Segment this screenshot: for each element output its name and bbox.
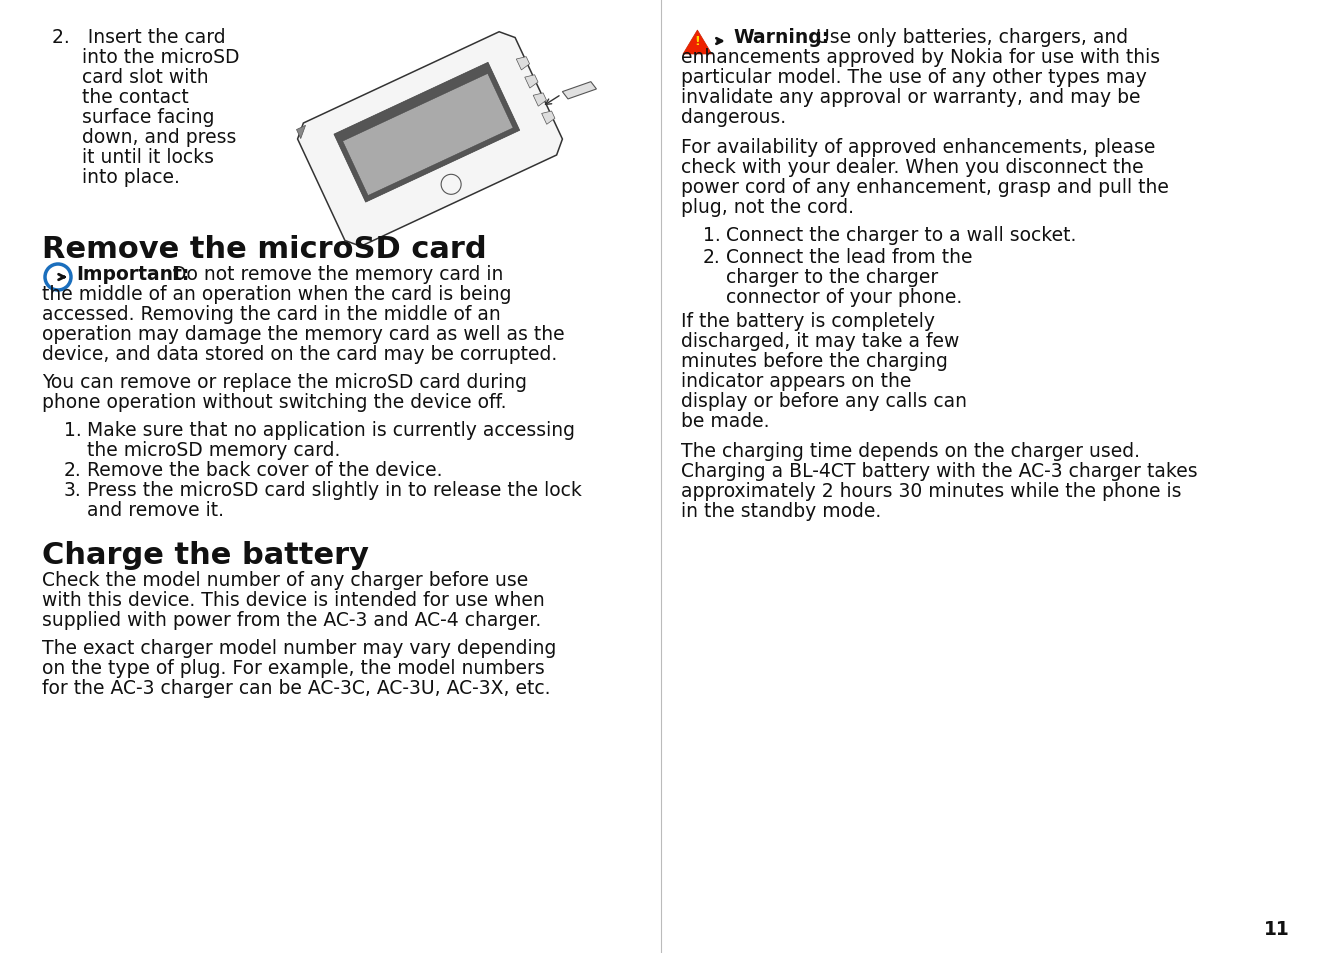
Text: for the AC-3 charger can be AC-3C, AC-3U, AC-3X, etc.: for the AC-3 charger can be AC-3C, AC-3U… xyxy=(42,679,550,698)
Text: into place.: into place. xyxy=(52,168,180,187)
Text: 3.: 3. xyxy=(63,480,82,499)
Text: the contact: the contact xyxy=(52,88,189,107)
Polygon shape xyxy=(342,74,513,196)
Text: Charge the battery: Charge the battery xyxy=(42,540,369,569)
Text: check with your dealer. When you disconnect the: check with your dealer. When you disconn… xyxy=(681,158,1144,177)
Polygon shape xyxy=(334,63,520,203)
Text: the microSD memory card.: the microSD memory card. xyxy=(87,440,340,459)
Text: into the microSD: into the microSD xyxy=(52,48,239,67)
Polygon shape xyxy=(533,93,546,107)
Text: enhancements approved by Nokia for use with this: enhancements approved by Nokia for use w… xyxy=(681,48,1161,67)
Text: and remove it.: and remove it. xyxy=(87,500,223,519)
Text: Important:: Important: xyxy=(75,265,189,284)
Text: with this device. This device is intended for use when: with this device. This device is intende… xyxy=(42,590,545,609)
Text: !: ! xyxy=(694,35,701,48)
Text: operation may damage the memory card as well as the: operation may damage the memory card as … xyxy=(42,325,564,344)
Text: plug, not the cord.: plug, not the cord. xyxy=(681,198,854,216)
Text: card slot with: card slot with xyxy=(52,68,209,87)
Text: particular model. The use of any other types may: particular model. The use of any other t… xyxy=(681,68,1147,87)
Text: connector of your phone.: connector of your phone. xyxy=(726,288,962,307)
Text: accessed. Removing the card in the middle of an: accessed. Removing the card in the middl… xyxy=(42,305,501,324)
Text: approximately 2 hours 30 minutes while the phone is: approximately 2 hours 30 minutes while t… xyxy=(681,481,1182,500)
Text: device, and data stored on the card may be corrupted.: device, and data stored on the card may … xyxy=(42,345,558,364)
Text: invalidate any approval or warranty, and may be: invalidate any approval or warranty, and… xyxy=(681,88,1141,107)
Text: The exact charger model number may vary depending: The exact charger model number may vary … xyxy=(42,639,557,658)
Text: minutes before the charging: minutes before the charging xyxy=(681,352,948,371)
Text: on the type of plug. For example, the model numbers: on the type of plug. For example, the mo… xyxy=(42,659,545,678)
Text: surface facing: surface facing xyxy=(52,108,214,127)
Polygon shape xyxy=(297,32,562,247)
Text: Check the model number of any charger before use: Check the model number of any charger be… xyxy=(42,571,529,589)
Text: supplied with power from the AC-3 and AC-4 charger.: supplied with power from the AC-3 and AC… xyxy=(42,610,541,629)
Text: 11: 11 xyxy=(1264,919,1290,938)
Polygon shape xyxy=(683,30,711,55)
Text: 1.: 1. xyxy=(63,420,82,439)
Polygon shape xyxy=(562,83,596,100)
Text: indicator appears on the: indicator appears on the xyxy=(681,372,911,391)
Text: 2.: 2. xyxy=(703,248,720,267)
Text: dangerous.: dangerous. xyxy=(681,108,787,127)
Text: The charging time depends on the charger used.: The charging time depends on the charger… xyxy=(681,441,1140,460)
Text: For availability of approved enhancements, please: For availability of approved enhancement… xyxy=(681,138,1155,157)
Text: it until it locks: it until it locks xyxy=(52,148,214,167)
Polygon shape xyxy=(517,57,530,71)
Text: Do not remove the memory card in: Do not remove the memory card in xyxy=(160,265,504,284)
Text: charger to the charger: charger to the charger xyxy=(726,268,939,287)
Text: Remove the microSD card: Remove the microSD card xyxy=(42,234,486,264)
Text: power cord of any enhancement, grasp and pull the: power cord of any enhancement, grasp and… xyxy=(681,178,1169,196)
Text: Connect the lead from the: Connect the lead from the xyxy=(726,248,973,267)
Polygon shape xyxy=(542,112,555,125)
Text: phone operation without switching the device off.: phone operation without switching the de… xyxy=(42,393,506,412)
Text: 2.: 2. xyxy=(63,460,82,479)
Text: Connect the charger to a wall socket.: Connect the charger to a wall socket. xyxy=(726,226,1076,245)
Text: discharged, it may take a few: discharged, it may take a few xyxy=(681,332,960,351)
Text: down, and press: down, and press xyxy=(52,128,237,147)
Text: 2.   Insert the card: 2. Insert the card xyxy=(52,28,226,47)
Text: be made.: be made. xyxy=(681,412,769,431)
Text: Make sure that no application is currently accessing: Make sure that no application is current… xyxy=(87,420,575,439)
Text: Remove the back cover of the device.: Remove the back cover of the device. xyxy=(87,460,443,479)
Polygon shape xyxy=(525,75,538,89)
Text: the middle of an operation when the card is being: the middle of an operation when the card… xyxy=(42,285,512,304)
Text: You can remove or replace the microSD card during: You can remove or replace the microSD ca… xyxy=(42,373,527,392)
Text: in the standby mode.: in the standby mode. xyxy=(681,501,882,520)
Text: Press the microSD card slightly in to release the lock: Press the microSD card slightly in to re… xyxy=(87,480,582,499)
Text: Warning:: Warning: xyxy=(734,28,830,47)
Text: Charging a BL-4CT battery with the AC-3 charger takes: Charging a BL-4CT battery with the AC-3 … xyxy=(681,461,1198,480)
Polygon shape xyxy=(296,126,305,139)
Text: display or before any calls can: display or before any calls can xyxy=(681,392,966,411)
Text: If the battery is completely: If the battery is completely xyxy=(681,312,935,331)
Text: Use only batteries, chargers, and: Use only batteries, chargers, and xyxy=(804,28,1128,47)
Text: 1.: 1. xyxy=(703,226,720,245)
